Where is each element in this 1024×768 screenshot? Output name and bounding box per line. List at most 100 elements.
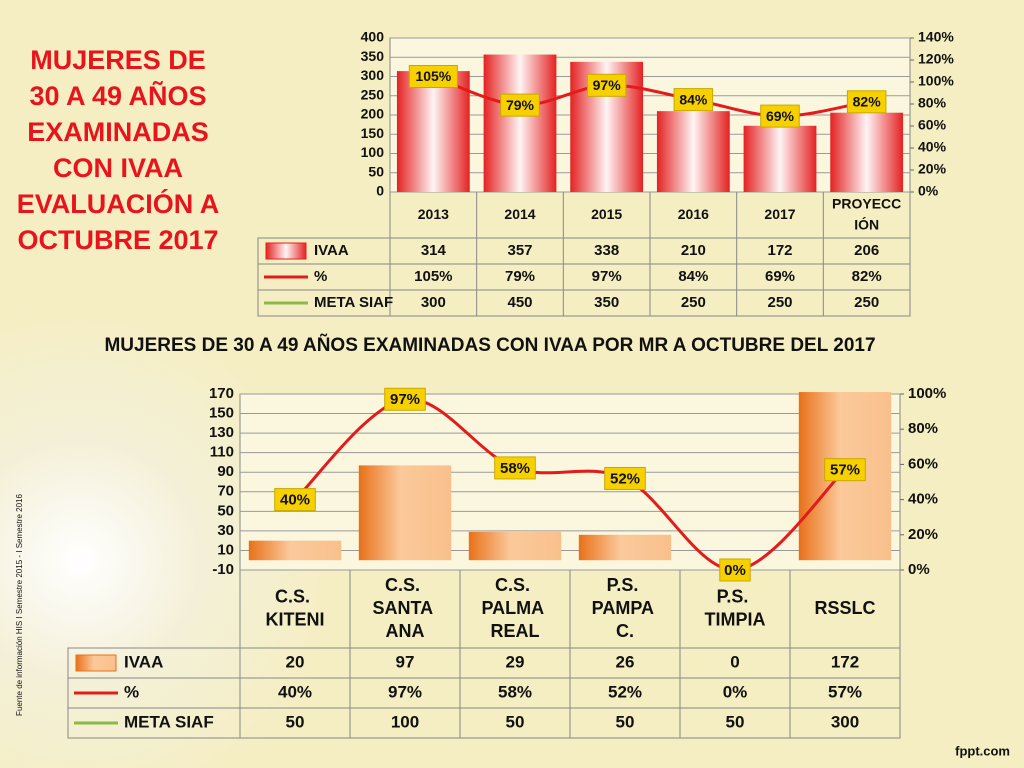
slide-title: MUJERES DE 30 A 49 AÑOS EXAMINADAS CON I… (16, 45, 220, 255)
watermark: fppt.com (955, 743, 1010, 758)
x-tick-label: 2013 (418, 206, 449, 222)
y-tick-label: 0 (376, 183, 384, 199)
data-label: 40% (280, 492, 310, 509)
data-label: 97% (593, 77, 622, 93)
bar (248, 540, 342, 561)
y2-tick-label: 60% (918, 117, 947, 133)
y-tick-label: 50 (368, 163, 384, 179)
table-cell: 97% (388, 682, 422, 701)
y2-tick-label: 0% (918, 183, 939, 199)
table-cell: 250 (854, 294, 879, 311)
y2-tick-label: 100% (908, 385, 946, 402)
table-cell: 20 (286, 652, 305, 671)
y2-tick-label: 20% (908, 526, 938, 543)
bar (830, 112, 904, 192)
data-label-box (274, 488, 316, 512)
legend-label: META SIAF (124, 712, 214, 731)
table-cell: 338 (594, 242, 619, 259)
y2-tick-label: 60% (908, 455, 938, 472)
table-cell: 357 (507, 242, 532, 259)
x-tick-label: P.S. PAMPA C. (592, 575, 659, 641)
y-tick-label: 150 (361, 125, 385, 141)
legend-label: % (314, 268, 327, 285)
y-tick-label: 400 (361, 29, 385, 45)
table-cell: 450 (507, 294, 532, 311)
table-cell: 105% (414, 268, 452, 285)
x-tick-label: 2016 (678, 206, 709, 222)
data-label-box (719, 558, 751, 582)
table-cell: 50 (726, 712, 745, 731)
table-cell: 250 (767, 294, 792, 311)
y-tick-label: 350 (361, 48, 385, 64)
y-tick-label: 300 (361, 67, 385, 83)
data-label: 58% (500, 460, 530, 477)
bar (483, 54, 557, 193)
table-cell: 300 (421, 294, 446, 311)
legend-label: % (124, 682, 139, 701)
bar (358, 465, 452, 561)
data-label-box (494, 456, 536, 480)
y-tick-label: 130 (209, 424, 234, 441)
table-cell: 69% (765, 268, 795, 285)
y-tick-label: 90 (217, 463, 234, 480)
x-tick-label: PROYECC IÓN (832, 195, 901, 232)
table-cell: 84% (678, 268, 708, 285)
table-cell: 100 (391, 712, 419, 731)
bar (578, 534, 672, 561)
x-tick-label: 2014 (504, 206, 535, 222)
source-note: Fuente de información HIS I Semestre 201… (15, 494, 24, 716)
data-label: 57% (830, 462, 860, 479)
data-label: 82% (853, 94, 882, 110)
data-label: 52% (610, 470, 640, 487)
data-label-box (846, 90, 887, 114)
legend-swatch (265, 242, 307, 260)
y2-tick-label: 20% (918, 161, 947, 177)
y-tick-label: 50 (217, 502, 234, 519)
y2-tick-label: 0% (908, 561, 930, 578)
table-cell: 206 (854, 242, 879, 259)
table-cell: 314 (421, 242, 447, 259)
y-tick-label: 200 (361, 106, 385, 122)
data-label-box (500, 93, 540, 117)
data-label-box (760, 104, 800, 128)
table-cell: 50 (506, 712, 525, 731)
table-cell: 58% (498, 682, 532, 701)
data-label-box (586, 73, 627, 97)
x-tick-label: RSSLC (814, 598, 875, 618)
table-cell: 97 (396, 652, 415, 671)
y2-tick-label: 40% (908, 491, 938, 508)
data-label: 97% (390, 391, 420, 408)
x-tick-label: P.S. TIMPIA (705, 586, 766, 629)
plot-area (239, 393, 901, 571)
data-label: 69% (766, 108, 795, 124)
x-tick-label: C.S. KITENI (265, 586, 324, 629)
data-label: 105% (415, 68, 451, 84)
x-tick-label: 2015 (591, 206, 622, 222)
y2-tick-label: 40% (918, 139, 947, 155)
data-label-box (604, 466, 646, 490)
table-cell: 172 (767, 242, 792, 259)
y2-tick-label: 100% (918, 73, 954, 89)
table-cell: 172 (831, 652, 859, 671)
y-tick-label: 10 (217, 541, 234, 558)
x-tick-label: 2017 (764, 206, 795, 222)
x-tick-label: C.S. SANTA ANA (373, 575, 438, 641)
data-label-box (824, 458, 866, 482)
bar (468, 531, 562, 561)
table-cell: 210 (681, 242, 706, 259)
y-tick-label: 70 (217, 483, 234, 500)
y-tick-label: 250 (361, 86, 385, 102)
table-cell: 250 (681, 294, 706, 311)
y2-tick-label: 80% (918, 95, 947, 111)
table-cell: 97% (592, 268, 622, 285)
table-cell: 50 (616, 712, 635, 731)
data-label: 84% (679, 91, 708, 107)
table-cell: 57% (828, 682, 862, 701)
y2-tick-label: 120% (918, 51, 954, 67)
y-tick-label: 100 (361, 144, 385, 160)
y-tick-label: 150 (209, 405, 234, 422)
table-cell: 300 (831, 712, 859, 731)
data-label-box (673, 88, 714, 112)
